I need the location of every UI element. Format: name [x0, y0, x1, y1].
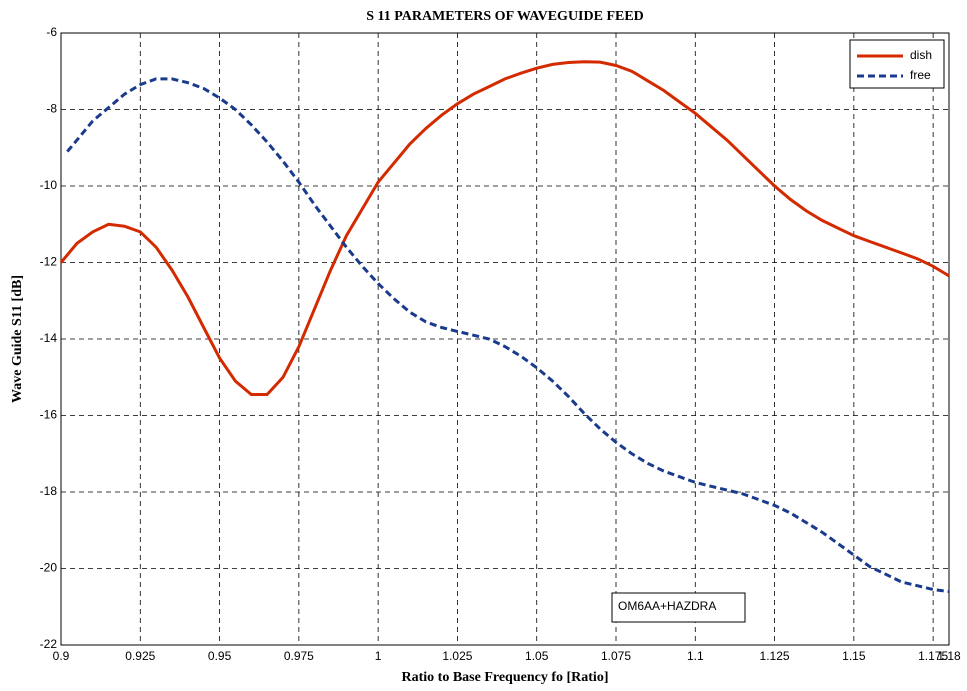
- y-tick-label: -10: [40, 178, 58, 192]
- x-tick-label: 1.125: [760, 649, 790, 663]
- x-tick-label: 1.075: [601, 649, 631, 663]
- legend-box: [849, 39, 945, 89]
- x-tick-label: 0.9: [53, 649, 70, 663]
- annotation-box: [611, 592, 746, 623]
- x-tick-label: 1.15: [842, 649, 866, 663]
- annotation: OM6AA+HAZDRA: [618, 599, 716, 613]
- legend-label: free: [910, 68, 931, 82]
- x-tick-label: 1: [375, 649, 382, 663]
- x-tick-label: 1.175: [918, 649, 948, 663]
- line-series: [59, 60, 950, 396]
- chart-title: S 11 PARAMETERS OF WAVEGUIDE FEED: [366, 9, 644, 24]
- y-axis-label: Wave Guide S11 [dB]: [10, 275, 25, 403]
- y-tick-label: -22: [40, 637, 58, 651]
- y-tick-label: -20: [40, 561, 58, 575]
- y-tick-label: -14: [40, 331, 58, 345]
- legend-label: dish: [910, 48, 932, 62]
- y-tick-label: -8: [46, 102, 57, 116]
- line-series: [66, 77, 950, 593]
- plot-frame: [60, 32, 950, 646]
- x-tick-label: 0.975: [284, 649, 314, 663]
- x-tick-label: 1.05: [525, 649, 549, 663]
- x-tick-label: 0.925: [125, 649, 155, 663]
- y-tick-label: -6: [46, 25, 57, 39]
- x-tick-label: 0.95: [208, 649, 232, 663]
- x-tick-label: 1.025: [442, 649, 472, 663]
- y-tick-label: -12: [40, 255, 58, 269]
- x-tick-label: 1.18: [937, 649, 961, 663]
- y-tick-label: -18: [40, 484, 58, 498]
- x-axis-label: Ratio to Base Frequency fo [Ratio]: [402, 670, 609, 685]
- x-tick-label: 1.1: [687, 649, 704, 663]
- y-tick-label: -16: [40, 408, 58, 422]
